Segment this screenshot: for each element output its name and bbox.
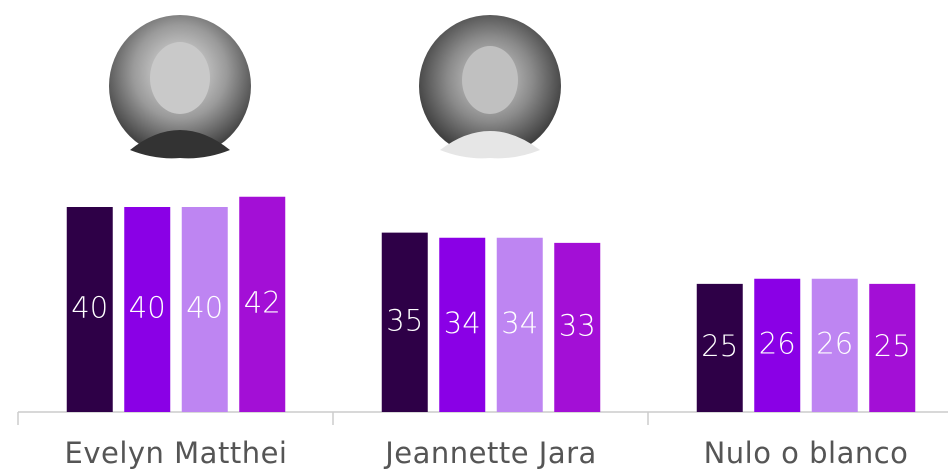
bar (554, 242, 601, 412)
value-label: 34 (444, 306, 481, 340)
bar (124, 207, 171, 412)
x-tick-label: Jeannette Jara (383, 436, 597, 470)
bar (754, 278, 801, 412)
bar (239, 196, 286, 412)
value-label: 34 (501, 306, 538, 340)
photo (109, 15, 251, 159)
value-label: 42 (244, 285, 281, 319)
x-tick-label: Nulo o blanco (704, 436, 909, 470)
bar (496, 237, 543, 412)
photo (419, 15, 561, 159)
axis (17, 411, 948, 425)
value-label: 25 (701, 329, 738, 363)
value-label: 25 (874, 329, 911, 363)
bar (696, 283, 743, 412)
bar (381, 232, 428, 412)
value-label: 40 (186, 291, 223, 325)
bar (811, 278, 858, 412)
bar (439, 237, 486, 412)
bar (181, 207, 228, 412)
value-label: 33 (559, 308, 596, 342)
value-label: 26 (816, 326, 853, 360)
x-tick-label: Evelyn Matthei (65, 436, 288, 470)
value-label: 40 (129, 291, 166, 325)
value-label: 35 (386, 303, 423, 337)
value-label: 40 (71, 291, 108, 325)
bar (869, 283, 916, 412)
value-label: 26 (759, 326, 796, 360)
bar (66, 207, 113, 412)
